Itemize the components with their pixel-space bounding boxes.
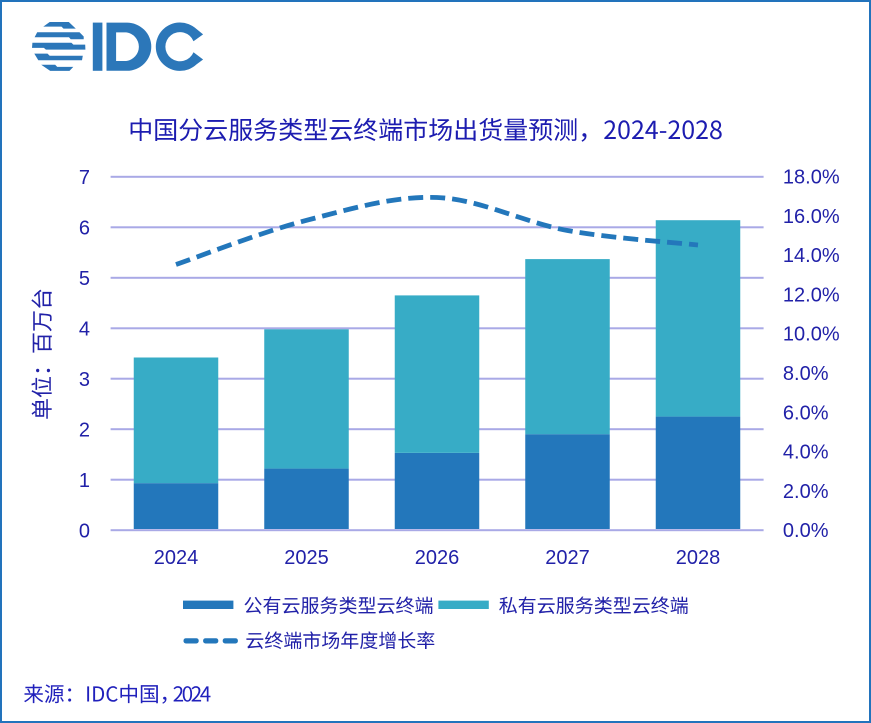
svg-text:10.0%: 10.0% [783, 324, 840, 346]
svg-text:0: 0 [79, 521, 90, 543]
svg-text:4: 4 [79, 319, 90, 341]
svg-text:16.0%: 16.0% [783, 206, 840, 228]
svg-text:8.0%: 8.0% [783, 363, 829, 385]
svg-text:3: 3 [79, 369, 90, 391]
svg-text:5: 5 [79, 268, 90, 290]
svg-text:4.0%: 4.0% [783, 442, 829, 464]
svg-text:2028: 2028 [676, 547, 721, 569]
svg-text:2.0%: 2.0% [783, 481, 829, 503]
svg-text:12.0%: 12.0% [783, 285, 840, 307]
svg-text:6.0%: 6.0% [783, 402, 829, 424]
svg-text:2024: 2024 [154, 547, 199, 569]
svg-text:0.0%: 0.0% [783, 520, 829, 542]
svg-text:2027: 2027 [545, 547, 590, 569]
svg-text:2: 2 [79, 420, 90, 442]
svg-text:14.0%: 14.0% [783, 245, 840, 267]
svg-text:2025: 2025 [284, 547, 329, 569]
svg-text:2026: 2026 [415, 547, 460, 569]
svg-text:1: 1 [79, 470, 90, 492]
svg-text:6: 6 [79, 218, 90, 240]
svg-text:18.0%: 18.0% [783, 167, 840, 189]
svg-text:7: 7 [79, 167, 90, 189]
